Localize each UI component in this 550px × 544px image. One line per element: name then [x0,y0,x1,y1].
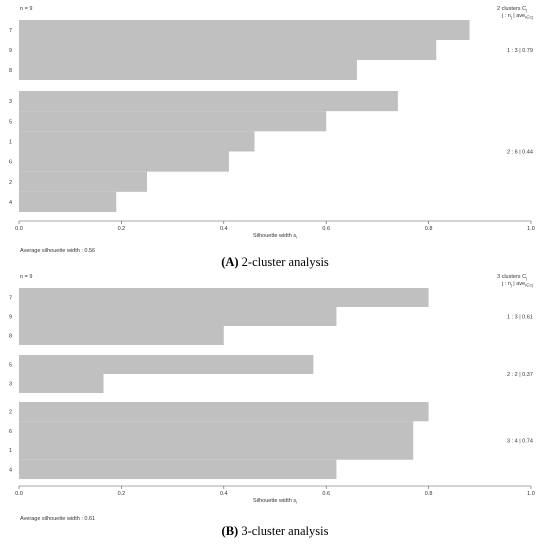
observation-label: 9 [9,315,12,321]
average-silhouette: Average silhouette width : 0.61 [20,516,95,522]
x-axis-title: Silhouette width si [253,498,297,505]
caption-b-text: 3-cluster analysis [238,524,329,538]
observation-label: 5 [9,363,12,369]
observation-label: 7 [9,28,12,34]
silhouette-bar [19,307,337,326]
legend-header-main: j : n [501,281,511,287]
legend-title: 3 clusters Cj [497,274,527,281]
observation-label: 4 [9,467,12,473]
cluster-summary: 1 : 3 | 0.61 [507,315,533,321]
x-tick-label: 0.8 [425,226,433,232]
legend-header-tail: | ave [512,13,525,19]
legend-header-tail: | ave [512,281,525,287]
observation-label: 5 [9,119,12,125]
silhouette-bar [19,171,147,192]
caption-b-letter: (B) [221,524,239,538]
x-tick-label: 1.0 [527,491,535,497]
silhouette-bar [19,40,437,60]
legend-header-tail-sub: i∈Cj [525,15,533,20]
x-tick-label: 0.8 [425,491,433,497]
silhouette-bar [19,421,414,441]
legend-title-sub: j [525,276,527,281]
silhouette-bar [19,459,337,479]
caption-a: (A) 2-cluster analysis [0,255,550,270]
silhouette-bar [19,60,357,80]
observation-label: 7 [9,296,12,302]
silhouette-bar [19,355,314,374]
legend-title-main: 3 clusters C [497,274,526,280]
silhouette-bar [19,131,255,152]
observation-label: 1 [9,139,12,145]
cluster-summary: 2 : 2 | 0.37 [507,372,533,378]
cluster-summary: 2 : 6 | 0.44 [507,150,533,156]
observation-label: 6 [9,160,12,166]
x-axis-title: Silhouette width si [253,233,297,240]
legend-title-sub: j [525,8,527,13]
observation-label: 6 [9,429,12,435]
legend-header: j : nj | avei∈Cj [501,281,533,288]
observation-label: 3 [9,382,12,388]
x-tick-label: 0.4 [220,226,228,232]
observation-label: 4 [9,200,12,206]
x-axis-title-sub: i [296,235,297,240]
x-tick-label: 0.4 [220,491,228,497]
observation-label: 2 [9,180,12,186]
x-tick-label: 0.2 [118,491,126,497]
legend-title-main: 2 clusters C [497,6,526,12]
observation-label: 9 [9,48,12,54]
observation-label: 1 [9,448,12,454]
x-tick-label: 0.0 [15,491,23,497]
x-tick-label: 0.6 [322,226,330,232]
observation-label: 3 [9,99,12,105]
x-axis-title-main: Silhouette width s [253,498,296,504]
observation-label: 2 [9,410,12,416]
cluster-summary: 1 : 3 | 0.79 [507,48,533,54]
caption-a-text: 2-cluster analysis [238,255,329,269]
legend-header-tail-sub: i∈Cj [525,283,533,288]
silhouette-bar [19,111,327,132]
x-axis-title-sub: i [296,500,297,505]
silhouette-bar [19,402,429,422]
n-label: n = 9 [20,6,32,12]
x-tick-label: 0.0 [15,226,23,232]
x-axis-title-main: Silhouette width s [253,233,296,239]
average-silhouette: Average silhouette width : 0.56 [20,248,95,254]
silhouette-bar [19,374,104,393]
legend-header-sub: j [510,15,512,20]
silhouette-bar [19,20,470,40]
n-label: n = 9 [20,274,32,280]
caption-b: (B) 3-cluster analysis [0,524,550,539]
silhouette-bar [19,288,429,307]
observation-label: 8 [9,68,12,74]
x-tick-label: 0.2 [118,226,126,232]
observation-label: 8 [9,334,12,340]
silhouette-bar [19,440,414,460]
x-tick-label: 0.6 [322,491,330,497]
legend-title: 2 clusters Cj [497,6,527,13]
cluster-summary: 3 : 4 | 0.74 [507,439,533,445]
x-tick-label: 1.0 [527,226,535,232]
silhouette-bar [19,151,229,172]
silhouette-bar [19,91,398,112]
legend-header: j : nj | avei∈Cj [501,13,533,20]
legend-header-main: j : n [501,13,511,19]
caption-a-letter: (A) [221,255,239,269]
silhouette-bar [19,326,224,345]
legend-header-sub: j [510,283,512,288]
silhouette-bar [19,191,117,212]
